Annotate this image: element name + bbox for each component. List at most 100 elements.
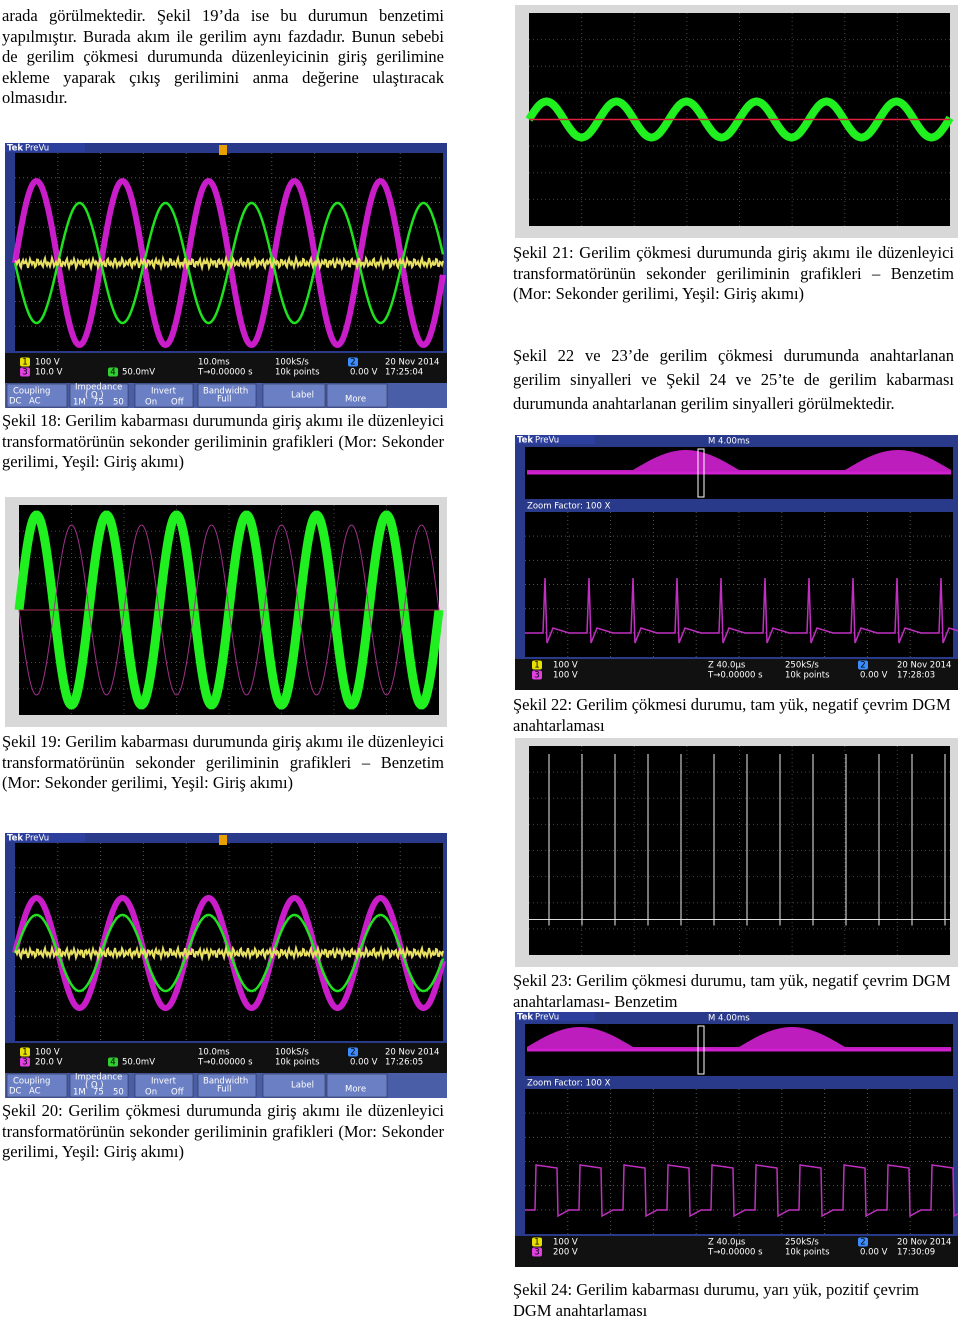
- menu-button: [197, 383, 257, 408]
- readout: 0.00 V: [860, 1248, 888, 1258]
- zoom-label: Zoom Factor: 100 X: [527, 502, 611, 512]
- channel-label: 2: [860, 1238, 865, 1248]
- menu-button: [6, 383, 68, 408]
- menu-label: ( Ω ): [85, 391, 104, 401]
- readout: T→0.00000 s: [197, 1058, 253, 1068]
- trigger-marker: [219, 835, 227, 845]
- channel-badge: [532, 1237, 542, 1247]
- menu-button: [69, 383, 129, 408]
- channel-label: 1: [22, 358, 27, 368]
- menu-label: Label: [291, 1081, 314, 1091]
- menu-button: [134, 1073, 194, 1098]
- channel-label: 3: [534, 671, 539, 681]
- readout: 17:28:03: [897, 671, 935, 681]
- readout: 10.0ms: [198, 1048, 230, 1058]
- intro-text: arada görülmektedir. Şekil 19’da ise bu …: [2, 6, 444, 107]
- menu-label: Impedance: [75, 1073, 122, 1083]
- menu-label: Impedance: [75, 383, 122, 393]
- readout: T→0.00000 s: [707, 671, 763, 681]
- channel-label: 4: [110, 1058, 115, 1068]
- readout: 10.0ms: [198, 358, 230, 368]
- readout: 10k points: [785, 1248, 830, 1258]
- header-strip: [5, 833, 85, 842]
- menu-label: Full: [217, 1085, 232, 1095]
- readout: 20 Nov 2014: [385, 1048, 439, 1058]
- caption: Şekil 24: Gerilim kabarması durumu, yarı…: [513, 1280, 919, 1320]
- readout: 100 V: [553, 661, 578, 671]
- readout: 0.00 V: [350, 368, 378, 378]
- readout: 200 V: [553, 1248, 578, 1258]
- readout: 0.00 V: [860, 671, 888, 681]
- readout: 100 V: [35, 1048, 60, 1058]
- menu-label: 75: [93, 1088, 104, 1098]
- menu-label: Coupling: [13, 387, 50, 397]
- menu-label: More: [345, 395, 366, 405]
- channel-badge: [108, 367, 118, 377]
- mode: PreVu: [25, 834, 49, 844]
- mode: PreVu: [535, 1013, 559, 1023]
- switching-trace: [525, 577, 958, 644]
- menu-button: [262, 1073, 326, 1098]
- timebase: M 4.00ms: [708, 437, 750, 447]
- channel-badge: [108, 1057, 118, 1067]
- readout: 20 Nov 2014: [897, 1238, 951, 1248]
- channel-label: 2: [350, 1048, 355, 1058]
- menu-label: Invert: [151, 387, 177, 397]
- readout: 50.0mV: [122, 368, 155, 378]
- menu-label: 1M: [73, 398, 86, 408]
- voltage-trace: [14, 944, 444, 962]
- readout-bar: [515, 1236, 958, 1267]
- readout: 100 V: [35, 358, 60, 368]
- menu-button: [134, 383, 194, 408]
- menu-button: [6, 1073, 68, 1098]
- channel-label: 4: [110, 368, 115, 378]
- channel-badge: [858, 660, 868, 670]
- simulation-figure: [5, 497, 447, 727]
- channel-badge: [858, 1237, 868, 1247]
- channel-label: 3: [22, 368, 27, 378]
- menu-button: [262, 383, 326, 408]
- menu-button: [197, 1073, 257, 1098]
- overview-trace: [527, 1027, 951, 1050]
- readout: 20 Nov 2014: [385, 358, 439, 368]
- menu-button: [69, 1073, 129, 1098]
- menu-label: 50: [113, 1088, 124, 1098]
- readout: 17:26:05: [385, 1058, 423, 1068]
- simulation-figure: [515, 5, 958, 238]
- channel-label: 2: [350, 358, 355, 368]
- channel-badge: [348, 357, 358, 367]
- menu-label: AC: [29, 397, 41, 407]
- readout: Z 40.0µs: [708, 1238, 746, 1248]
- readout-bar: [515, 659, 958, 690]
- readout: 100 V: [553, 1238, 578, 1248]
- menu-label: 1M: [73, 1088, 86, 1098]
- menu-label: More: [345, 1085, 366, 1095]
- readout: 100kS/s: [275, 1048, 309, 1058]
- caption: Şekil 23: Gerilim çökmesi durumu, tam yü…: [513, 971, 951, 1011]
- menu-label: Coupling: [13, 1077, 50, 1087]
- readout: 20 Nov 2014: [897, 661, 951, 671]
- channel-badge: [20, 1047, 30, 1057]
- channel-badge: [20, 357, 30, 367]
- menu-label: On: [145, 398, 157, 408]
- menu-label: On: [145, 1088, 157, 1098]
- menu-label: Off: [171, 1088, 185, 1098]
- input-current-trace: [13, 913, 445, 993]
- channel-badge: [20, 367, 30, 377]
- menu-label: Label: [291, 391, 314, 401]
- zoom-label: Zoom Factor: 100 X: [527, 1079, 611, 1089]
- readout-bar: [5, 353, 447, 383]
- scope-figure: Tek PreVu 100 V10.0 V 50.0mV 10.0ms 100kS/s T→…: [5, 143, 447, 408]
- secondary-voltage-trace: [12, 178, 446, 348]
- readout: 50.0mV: [122, 1058, 155, 1068]
- readout: 100 V: [553, 671, 578, 681]
- caption: Şekil 20: Gerilim çökmesi durumunda giri…: [2, 1101, 444, 1161]
- readout: T→0.00000 s: [707, 1248, 763, 1258]
- menu-label: Bandwidth: [203, 1077, 248, 1087]
- menu-label: AC: [29, 1087, 41, 1097]
- channel-label: 1: [534, 661, 539, 671]
- channel-badge: [20, 1057, 30, 1067]
